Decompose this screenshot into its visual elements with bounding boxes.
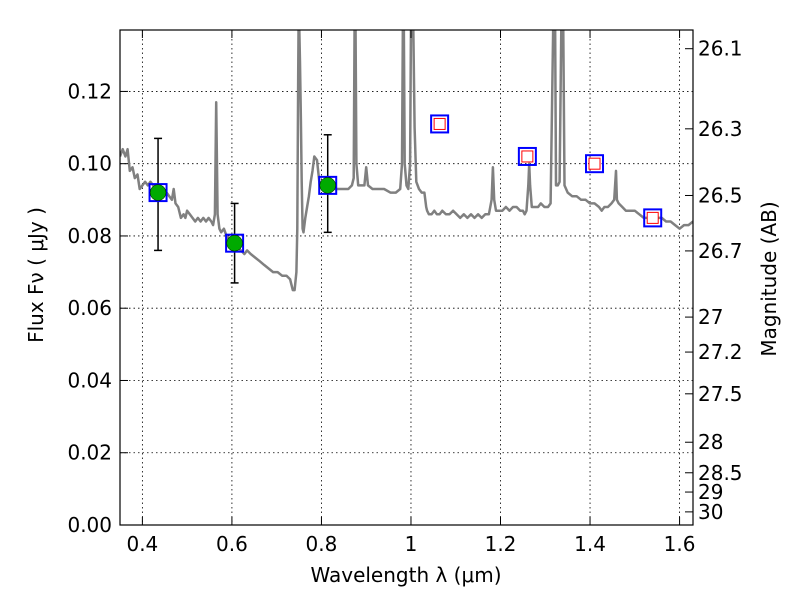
model-flux-square	[430, 114, 450, 134]
y2-tick-label: 28.5	[698, 461, 743, 485]
y2-tick-label: 27.2	[698, 340, 743, 364]
x-tick-label: 1.4	[574, 532, 606, 556]
model-flux-square	[225, 233, 245, 253]
y2-axis-title: Magnitude (AB)	[757, 201, 781, 356]
x-tick-label: 1.2	[485, 532, 517, 556]
x-tick-label: 1	[405, 532, 418, 556]
observed-flux-point	[149, 184, 167, 201]
grid	[120, 30, 693, 526]
model-flux-square	[517, 146, 537, 166]
y2-tick-label: 27.5	[698, 382, 743, 406]
plot-frame	[119, 29, 694, 526]
marker-layer	[148, 114, 663, 253]
upper-limit-marker	[588, 157, 601, 170]
y-axis: 0.00 0.02 0.04 0.06 0.08 0.10 0.12	[67, 79, 128, 537]
y2-tick-label: 29	[698, 480, 723, 504]
y2-tick-label: 26.3	[698, 117, 743, 141]
y2-tick-label: 26.1	[698, 37, 743, 61]
observed-flux-point	[226, 234, 243, 252]
spectrum-line	[120, 30, 693, 292]
y2-tick-label: 27	[698, 305, 723, 329]
model-flux-square	[585, 154, 605, 174]
y-tick-label: 0.04	[67, 368, 112, 392]
model-flux-square	[148, 183, 168, 203]
upper-limit-marker	[646, 211, 659, 224]
y-axis-title: Flux Fν ( μJy )	[24, 207, 48, 343]
x-tick-label: 1.6	[664, 532, 696, 556]
y2-tick-label: 28	[698, 430, 723, 454]
model-flux-square	[643, 208, 663, 228]
y2-tick-label: 26.5	[698, 183, 743, 207]
upper-limit-marker	[521, 150, 534, 163]
y-tick-label: 0.12	[67, 79, 112, 103]
model-flux-square	[318, 175, 338, 195]
x-tick-label: 0.8	[306, 532, 338, 556]
x-axis: 0.4 0.6 0.8 1 1.2 1.4 1.6	[126, 30, 695, 556]
x-axis-title: Wavelength λ (μm)	[310, 563, 501, 587]
x-tick-label: 0.6	[216, 532, 248, 556]
y-tick-label: 0.10	[67, 152, 112, 176]
y2-tick-label: 26.7	[698, 239, 743, 263]
y-tick-label: 0.06	[67, 296, 112, 320]
y2-tick-label: 30	[698, 500, 723, 524]
x-tick-label: 0.4	[126, 532, 158, 556]
upper-limit-marker	[433, 117, 446, 130]
spectrum-layer	[120, 30, 693, 292]
errorbar-layer	[154, 134, 332, 284]
y-tick-label: 0.02	[67, 441, 112, 465]
observed-flux-point	[319, 177, 336, 194]
y-tick-label: 0.00	[67, 513, 112, 537]
y-tick-label: 0.08	[67, 224, 112, 248]
